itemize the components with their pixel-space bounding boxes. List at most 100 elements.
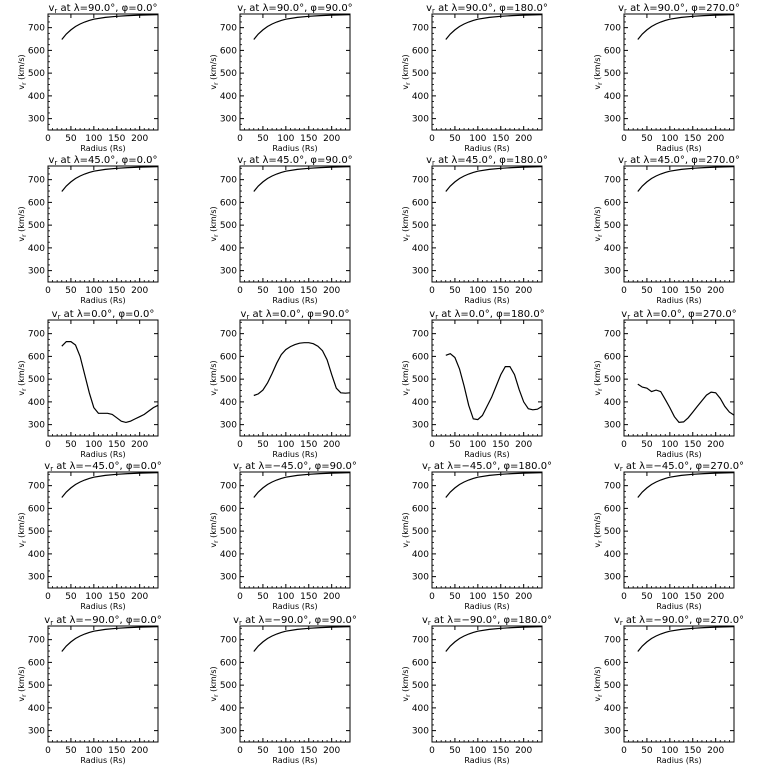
x-tick-label: 200 [131,134,148,144]
y-tick-label: 400 [28,244,45,254]
x-tick-label: 50 [641,746,653,756]
y-tick-label: 500 [604,681,621,691]
y-tick-label: 600 [28,504,45,514]
plot-frame [431,471,543,589]
y-tick-label: 700 [220,330,237,340]
y-tick-label: 400 [412,244,429,254]
plot-title: vr at λ=90.0°, φ=180.0° [426,3,548,15]
series-line [253,342,351,397]
plot-title: vr at λ=45.0°, φ=270.0° [618,155,740,167]
subplot-13: vr at λ=−45.0°, φ=0.0° 0 50 100 150 200 300 400… [17,461,162,611]
x-tick-label: 0 [45,134,51,144]
x-tick-label: 150 [108,134,125,144]
x-tick-label: 100 [277,440,294,450]
y-tick-label: 700 [412,330,429,340]
y-tick-label: 600 [220,658,237,668]
plot-frame [623,13,735,131]
x-tick-label: 0 [237,592,243,602]
x-tick-label: 100 [469,592,486,602]
y-tick-label: 500 [604,375,621,385]
y-tick-label: 700 [28,636,45,646]
y-tick-label: 300 [604,267,621,277]
y-tick-label: 700 [412,482,429,492]
series-line [61,14,159,40]
x-tick-label: 0 [429,592,435,602]
plot-frame [431,165,543,283]
x-tick-label: 100 [661,440,678,450]
x-tick-label: 150 [108,440,125,450]
plot-title: vr at λ=0.0°, φ=90.0° [240,309,349,321]
plot-frame [47,625,159,743]
x-tick-label: 150 [684,134,701,144]
x-tick-label: 0 [237,440,243,450]
y-tick-label: 300 [28,115,45,125]
subplot-17: vr at λ=−90.0°, φ=0.0° 0 50 100 150 200 300 400… [17,615,162,765]
plot-frame [623,319,735,437]
x-tick-label: 50 [65,592,77,602]
subplot-15: vr at λ=−45.0°, φ=180.0° 0 50 100 150 200 300 4… [401,461,552,611]
plot-frame [239,13,351,131]
x-tick-label: 50 [65,134,77,144]
x-tick-label: 200 [707,134,724,144]
series-line [445,14,543,40]
x-axis-label: Radius (Rs) [80,756,125,765]
y-tick-label: 300 [28,573,45,583]
x-tick-label: 0 [45,440,51,450]
plot-title: vr at λ=−90.0°, φ=0.0° [44,615,161,627]
y-tick-label: 700 [604,482,621,492]
x-tick-label: 100 [661,134,678,144]
x-tick-label: 150 [300,440,317,450]
y-axis-label: vr (km/s) [17,666,28,701]
y-tick-label: 300 [412,267,429,277]
x-tick-label: 50 [449,746,461,756]
x-tick-label: 200 [131,440,148,450]
y-axis-label: vr (km/s) [593,512,604,547]
subplot-18: vr at λ=−90.0°, φ=90.0° 0 50 100 150 200 300 40… [209,615,357,765]
y-tick-label: 500 [412,221,429,231]
x-axis-label: Radius (Rs) [272,450,317,459]
x-tick-label: 200 [323,440,340,450]
x-tick-label: 100 [277,592,294,602]
x-tick-label: 100 [661,746,678,756]
y-axis-label: vr (km/s) [593,666,604,701]
plot-title: vr at λ=0.0°, φ=270.0° [621,309,736,321]
x-tick-label: 0 [429,440,435,450]
x-axis-label: Radius (Rs) [272,296,317,305]
x-tick-label: 0 [621,746,627,756]
x-tick-label: 50 [641,286,653,296]
y-tick-label: 400 [604,398,621,408]
y-tick-label: 700 [28,176,45,186]
plot-frame [623,165,735,283]
series-line [445,353,543,421]
y-tick-label: 600 [28,352,45,362]
x-tick-label: 150 [684,746,701,756]
y-tick-label: 700 [604,330,621,340]
x-tick-label: 150 [492,592,509,602]
x-axis-label: Radius (Rs) [272,602,317,611]
x-tick-label: 150 [108,286,125,296]
y-axis-label: vr (km/s) [17,360,28,395]
x-tick-label: 0 [621,134,627,144]
series-line [61,626,159,652]
y-axis-label: vr (km/s) [209,54,220,89]
x-axis-label: Radius (Rs) [464,144,509,153]
plot-frame [47,319,159,437]
x-tick-label: 150 [300,134,317,144]
subplot-2: vr at λ=90.0°, φ=90.0° 0 50 100 150 200 300 400… [209,3,353,153]
x-tick-label: 50 [641,134,653,144]
y-axis-label: vr (km/s) [593,54,604,89]
y-tick-label: 300 [412,115,429,125]
subplot-1: vr at λ=90.0°, φ=0.0° 0 50 100 150 200 300 400 5… [17,3,159,153]
x-tick-label: 100 [85,134,102,144]
y-tick-label: 600 [28,658,45,668]
x-tick-label: 150 [684,440,701,450]
series-line [637,166,735,192]
y-tick-label: 700 [412,24,429,34]
y-tick-label: 600 [604,46,621,56]
x-tick-label: 150 [492,134,509,144]
y-tick-label: 400 [220,244,237,254]
y-axis-label: vr (km/s) [209,666,220,701]
y-tick-label: 400 [220,92,237,102]
plot-title: vr at λ=90.0°, φ=270.0° [618,3,740,15]
x-axis-label: Radius (Rs) [272,144,317,153]
